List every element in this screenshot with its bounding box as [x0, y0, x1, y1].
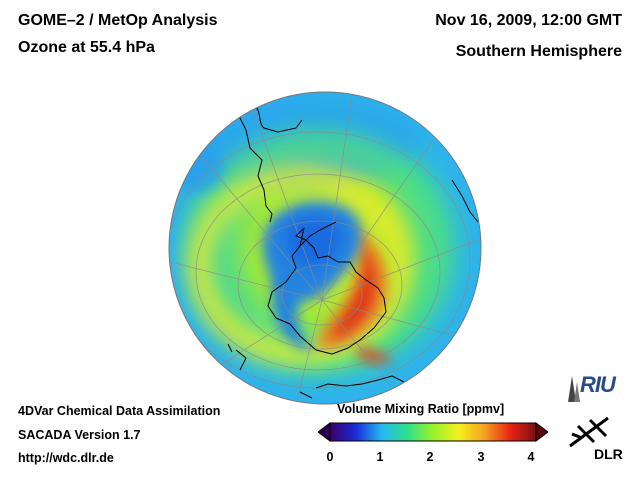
- page-subtitle: Ozone at 55.4 hPa: [18, 39, 155, 56]
- antarctica-coast: [267, 227, 387, 355]
- footer-line-1: 4DVar Chemical Data Assimilation: [18, 404, 221, 418]
- riu-logo-text: RIU: [580, 372, 616, 397]
- colorbar-tick-4: 4: [527, 450, 535, 464]
- ozone-hole-core: [286, 216, 342, 268]
- colorbar-tick-1: 1: [376, 450, 384, 464]
- high-ozone-collar: [318, 225, 389, 350]
- africa-coast: [451, 179, 479, 223]
- dlr-logo-icon: [569, 416, 609, 448]
- new-zealand-coast: [227, 343, 247, 371]
- coastlines: [221, 93, 479, 399]
- page-title: GOME–2 / MetOp Analysis: [18, 12, 218, 29]
- date-label: Nov 16, 2009, 12:00 GMT: [435, 12, 622, 29]
- colorbar-tick-3: 3: [477, 450, 485, 464]
- footer-line-2: SACADA Version 1.7: [18, 428, 141, 442]
- colorbar: [318, 422, 548, 442]
- globe-outline: [168, 91, 482, 405]
- yellow-band: [187, 164, 413, 366]
- hemisphere-label: Southern Hemisphere: [455, 43, 622, 60]
- colorbar-tick-2: 2: [426, 450, 434, 464]
- graticule: [169, 93, 479, 404]
- colorbar-arrow-left: [318, 422, 331, 442]
- colorbar-arrow-right: [535, 422, 548, 442]
- australia-coast: [299, 375, 411, 399]
- colorbar-gradient: [329, 422, 537, 442]
- footer-url: http://wdc.dlr.de: [18, 451, 114, 465]
- colorbar-tick-0: 0: [326, 450, 334, 464]
- antarctic-peninsula: [299, 221, 337, 247]
- colorbar-title: Volume Mixing Ratio [ppmv]: [337, 402, 505, 416]
- riu-logo-icon: [568, 376, 580, 402]
- left-blue-patch: [169, 148, 224, 192]
- dlr-logo-text: DLR: [594, 446, 623, 462]
- lower-red-patch: [356, 345, 392, 365]
- high-ozone-core: [330, 245, 376, 339]
